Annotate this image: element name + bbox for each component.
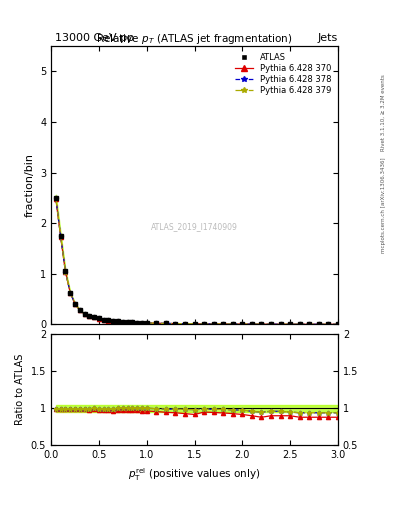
Y-axis label: fraction/bin: fraction/bin	[24, 153, 35, 217]
Text: Rivet 3.1.10, ≥ 3.2M events: Rivet 3.1.10, ≥ 3.2M events	[381, 74, 386, 151]
X-axis label: $p_{\rm T}^{\rm rel}$ (positive values only): $p_{\rm T}^{\rm rel}$ (positive values o…	[129, 466, 261, 483]
Text: ATLAS_2019_I1740909: ATLAS_2019_I1740909	[151, 223, 238, 231]
Text: 13000 GeV pp: 13000 GeV pp	[55, 33, 134, 44]
Title: Relative $p_T$ (ATLAS jet fragmentation): Relative $p_T$ (ATLAS jet fragmentation)	[96, 32, 293, 46]
Legend: ATLAS, Pythia 6.428 370, Pythia 6.428 378, Pythia 6.428 379: ATLAS, Pythia 6.428 370, Pythia 6.428 37…	[232, 50, 334, 97]
Text: Jets: Jets	[318, 33, 338, 44]
Y-axis label: Ratio to ATLAS: Ratio to ATLAS	[15, 354, 25, 425]
Text: mcplots.cern.ch [arXiv:1306.3436]: mcplots.cern.ch [arXiv:1306.3436]	[381, 157, 386, 252]
